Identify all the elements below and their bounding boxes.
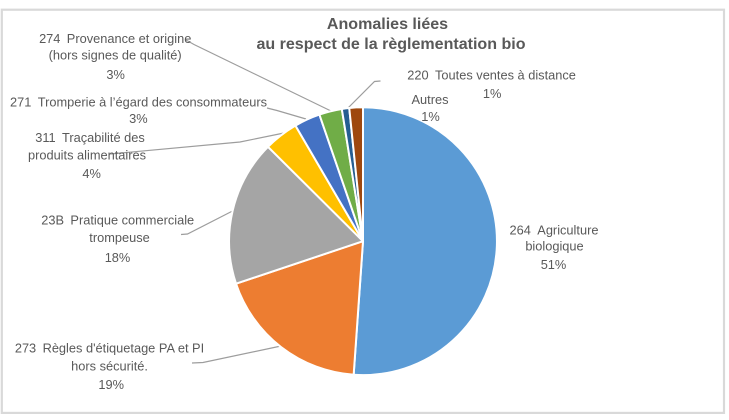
svg-text:1%: 1% (421, 109, 440, 124)
svg-text:23B Pratique commerciale: 23B Pratique commerciale (41, 213, 194, 228)
svg-text:311 Traçabilité des: 311 Traçabilité des (35, 130, 145, 145)
svg-text:51%: 51% (541, 257, 567, 272)
svg-text:trompeuse: trompeuse (89, 230, 149, 245)
svg-text:3%: 3% (106, 67, 125, 82)
svg-text:biologique: biologique (525, 238, 583, 253)
svg-text:18%: 18% (105, 250, 131, 265)
svg-text:4%: 4% (82, 166, 101, 181)
svg-text:273 Règles d'étiquetage PA et: 273 Règles d'étiquetage PA et PI (15, 341, 204, 356)
svg-text:1%: 1% (483, 86, 502, 101)
svg-text:hors sécurité.: hors sécurité. (71, 359, 148, 374)
svg-text:(hors signes de qualité): (hors signes de qualité) (49, 48, 182, 63)
svg-text:produits alimentaires: produits alimentaires (28, 148, 146, 163)
svg-text:264 Agriculture: 264 Agriculture (510, 223, 599, 238)
svg-text:19%: 19% (98, 377, 124, 392)
svg-text:271 Tromperie à l’égard des co: 271 Tromperie à l’égard des consommateur… (10, 95, 267, 110)
svg-text:au respect de la règlementatio: au respect de la règlementation bio (256, 35, 525, 53)
svg-text:3%: 3% (129, 111, 148, 126)
svg-text:274 Provenance et origine: 274 Provenance et origine (39, 31, 191, 46)
svg-text:220 Toutes ventes à distance: 220 Toutes ventes à distance (407, 68, 576, 83)
svg-text:Anomalies liées: Anomalies liées (327, 15, 448, 33)
svg-text:Autres: Autres (412, 92, 449, 107)
